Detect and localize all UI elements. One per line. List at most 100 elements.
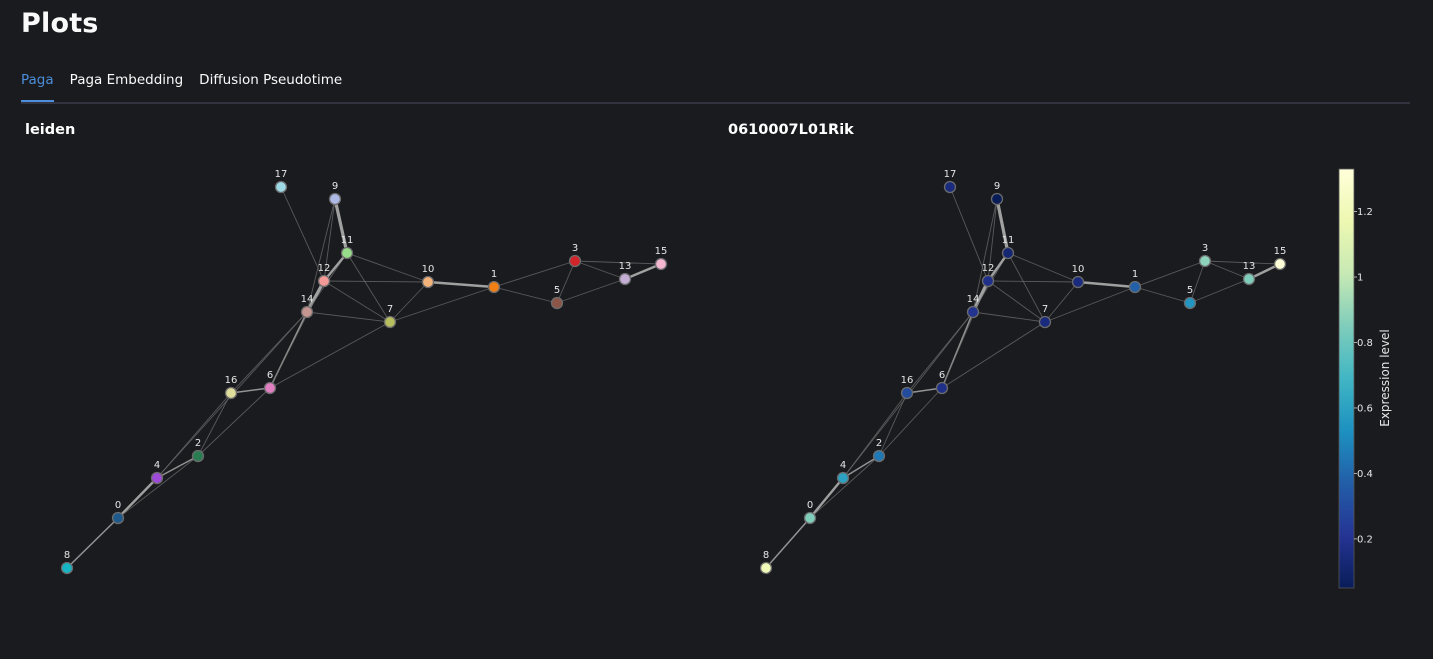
leiden-node-label-16: 16 [225, 375, 238, 386]
expr-edge-10-1 [1077, 280, 1136, 289]
expr-node-3 [1198, 254, 1212, 268]
expr-edge-6-7 [941, 321, 1046, 389]
expr-edge-14-9 [972, 198, 998, 313]
leiden-node-label-4: 4 [154, 460, 160, 471]
plot-title-leiden: leiden [25, 122, 76, 138]
plot-title-gene: 0610007L01Rik [728, 122, 854, 138]
leiden-node-5 [550, 296, 564, 310]
expr-edge-11-9 [995, 198, 1010, 254]
expr-edge-8-0 [765, 517, 811, 569]
expr-edge-3-15 [1204, 260, 1281, 265]
leiden-node-label-6: 6 [267, 370, 273, 381]
expr-node-4 [836, 471, 850, 485]
leiden-node-label-8: 8 [64, 550, 70, 561]
leiden-node-12 [317, 274, 331, 288]
expr-edge-12-9 [987, 198, 998, 282]
page-title: Plots [21, 8, 99, 39]
leiden-edge-16-6 [230, 387, 271, 394]
leiden-node-label-0: 0 [115, 500, 121, 511]
leiden-node-label-13: 13 [619, 261, 632, 272]
leiden-edge-0-4 [117, 477, 158, 519]
expr-node-15 [1273, 257, 1287, 271]
leiden-node-1 [487, 280, 501, 294]
colorbar: 0.2 0.4 0.6 0.8 1 1.2 Expression level [1338, 168, 1392, 589]
leiden-edge-1-5 [493, 286, 558, 304]
expr-edge-0-4 [809, 477, 844, 519]
leiden-edge-6-7 [269, 321, 391, 389]
leiden-edge-0-2 [117, 455, 199, 519]
leiden-edge-16-2 [197, 392, 232, 457]
leiden-edge-7-1 [389, 286, 495, 323]
leiden-node-13 [618, 272, 632, 286]
expr-edge-3-5 [1189, 260, 1206, 304]
expr-node-label-10: 10 [1072, 264, 1085, 275]
leiden-edge-12-10 [323, 280, 429, 283]
leiden-node-10 [421, 275, 435, 289]
expr-edge-12-7 [987, 280, 1046, 323]
expr-node-0 [803, 511, 817, 525]
expr-node-label-0: 0 [807, 500, 813, 511]
leiden-node-4 [150, 471, 164, 485]
leiden-node-label-10: 10 [422, 264, 435, 275]
tab-paga[interactable]: Paga [21, 62, 54, 102]
leiden-edge-17-12 [280, 186, 325, 282]
expr-edge-14-7 [972, 311, 1046, 323]
leiden-node-9 [328, 192, 342, 206]
leiden-edge-10-1 [427, 280, 495, 289]
expr-node-label-3: 3 [1202, 243, 1208, 254]
leiden-node-17 [274, 180, 288, 194]
expr-node-8 [759, 561, 773, 575]
expr-edge-5-13 [1189, 278, 1250, 304]
expr-edge-0-2 [809, 455, 880, 519]
leiden-node-label-15: 15 [655, 246, 668, 257]
leiden-node-7 [383, 315, 397, 329]
expr-node-label-16: 16 [901, 375, 914, 386]
expr-node-5 [1183, 296, 1197, 310]
expr-node-10 [1071, 275, 1085, 289]
colorbar-tick-label: 1 [1357, 273, 1363, 284]
expr-edge-1-5 [1134, 286, 1191, 304]
expr-node-14 [966, 305, 980, 319]
tab-diffusion-pseudotime[interactable]: Diffusion Pseudotime [199, 72, 343, 88]
leiden-edge-3-15 [574, 260, 662, 265]
leiden-node-16 [224, 386, 238, 400]
leiden-node-label-9: 9 [332, 181, 338, 192]
leiden-edge-10-7 [389, 281, 429, 323]
leiden-edge-11-10 [346, 252, 429, 283]
leiden-edge-14-9 [306, 198, 336, 313]
tab-paga-embedding[interactable]: Paga Embedding [69, 72, 184, 88]
expr-node-label-6: 6 [939, 370, 945, 381]
leiden-node-label-2: 2 [195, 438, 201, 449]
expr-node-label-14: 14 [967, 294, 980, 305]
leiden-edge-1-3 [493, 260, 576, 288]
leiden-node-label-12: 12 [318, 263, 331, 274]
expr-edge-11-10 [1007, 252, 1079, 283]
leiden-node-label-5: 5 [554, 285, 560, 296]
leiden-node-0 [111, 511, 125, 525]
leiden-node-11 [340, 246, 354, 260]
leiden-node-2 [191, 449, 205, 463]
leiden-edge-8-0 [66, 517, 119, 569]
expr-node-label-2: 2 [876, 438, 882, 449]
expr-node-12 [981, 274, 995, 288]
leiden-node-label-1: 1 [491, 269, 497, 280]
colorbar-title: Expression level [1378, 329, 1392, 427]
expr-node-16 [900, 386, 914, 400]
leiden-node-14 [300, 305, 314, 319]
leiden-node-label-7: 7 [387, 304, 393, 315]
expr-node-13 [1242, 272, 1256, 286]
leiden-edge-2-6 [197, 387, 271, 457]
expr-node-label-8: 8 [763, 550, 769, 561]
expr-edge-17-12 [949, 186, 989, 282]
expr-edge-11-7 [1007, 252, 1046, 323]
leiden-edge-3-5 [556, 260, 576, 304]
expr-edge-1-3 [1134, 260, 1206, 288]
expr-edge-4-2 [842, 455, 880, 479]
leiden-edge-5-13 [556, 278, 626, 304]
leiden-node-3 [568, 254, 582, 268]
leiden-edge-13-15 [624, 262, 662, 281]
expr-node-2 [872, 449, 886, 463]
expr-node-label-9: 9 [994, 181, 1000, 192]
